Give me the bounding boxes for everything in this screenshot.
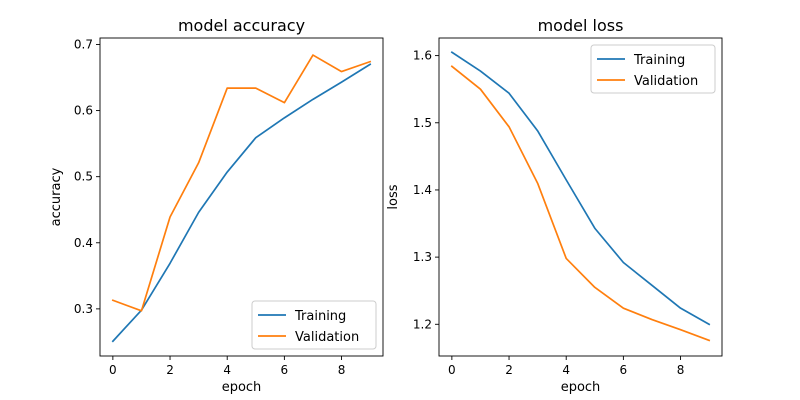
legend-box — [251, 300, 377, 350]
chart-title: model accuracy — [178, 16, 305, 35]
legend-box — [590, 44, 716, 94]
y-tick-label: 1.5 — [413, 116, 432, 130]
y-tick-label: 0.4 — [74, 236, 93, 250]
y-tick-label: 0.7 — [74, 37, 93, 51]
y-tick-label: 1.2 — [413, 317, 432, 331]
x-tick-label: 6 — [281, 363, 289, 377]
chart-title: model loss — [538, 16, 624, 35]
x-tick-label: 8 — [338, 363, 346, 377]
x-tick-label: 2 — [166, 363, 174, 377]
legend: Training Validation — [251, 300, 377, 350]
legend-label: Training — [633, 53, 685, 68]
y-axis-label: accuracy — [49, 167, 64, 226]
axes-frame — [99, 37, 384, 357]
legend-label: Validation — [295, 330, 359, 345]
x-tick-label: 0 — [448, 363, 456, 377]
x-tick-label: 0 — [109, 363, 117, 377]
x-tick-label: 4 — [562, 363, 570, 377]
x-tick-label: 6 — [620, 363, 628, 377]
x-tick-label: 8 — [677, 363, 685, 377]
y-tick-label: 1.6 — [413, 49, 432, 63]
legend-label: Validation — [634, 74, 698, 89]
accuracy-chart: 0 2 4 6 8 0.3 0.4 0.5 0.6 0.7 model accuracy epoch a… — [49, 16, 384, 395]
loss-chart: 0 2 4 6 8 1.2 1.3 1.4 1.5 1.6 model loss epoch loss T… — [386, 16, 723, 395]
series-line-training — [111, 63, 372, 343]
series-line-training — [450, 51, 711, 326]
axes-frame — [438, 37, 723, 357]
series-line-validation — [450, 65, 711, 342]
y-tick-label: 1.4 — [413, 183, 432, 197]
y-axis-label: loss — [386, 184, 401, 209]
x-axis-label: epoch — [561, 380, 601, 395]
legend-label: Training — [294, 309, 346, 324]
x-axis-label: epoch — [222, 380, 262, 395]
y-tick-label: 1.3 — [413, 250, 432, 264]
x-tick-label: 2 — [505, 363, 513, 377]
y-tick-label: 0.5 — [74, 170, 93, 184]
x-tick-label: 4 — [223, 363, 231, 377]
legend: Training Validation — [590, 44, 716, 94]
y-tick-label: 0.3 — [74, 302, 93, 316]
series-line-validation — [111, 54, 372, 312]
y-tick-label: 0.6 — [74, 104, 93, 118]
